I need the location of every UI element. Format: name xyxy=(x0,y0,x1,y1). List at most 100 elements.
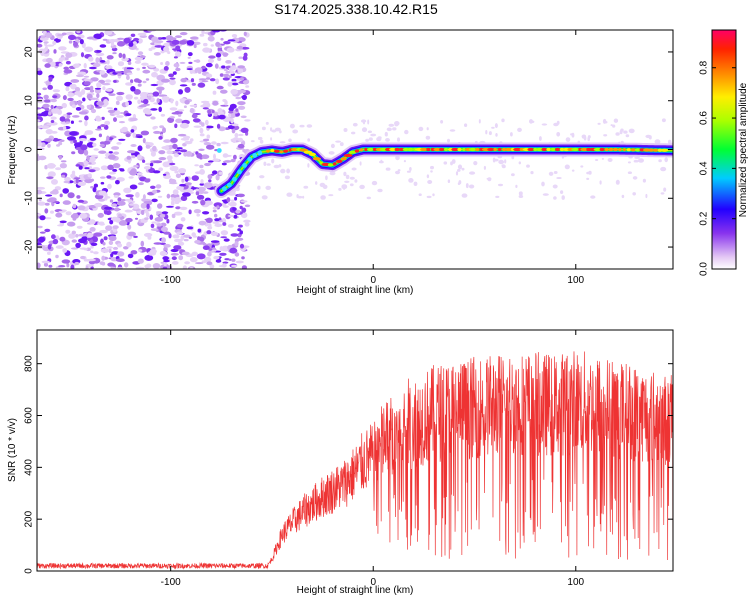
noise-speckle xyxy=(77,205,86,211)
noise-speckle xyxy=(210,44,214,47)
chart-title: S174.2025.338.10.42.R15 xyxy=(274,1,438,17)
ridge-peak-mark xyxy=(312,157,321,161)
noise-speckle xyxy=(184,182,192,186)
ridge-peak-mark xyxy=(541,147,547,152)
noise-speckle xyxy=(78,238,87,244)
noise-speckle xyxy=(65,121,71,124)
ridge-peak-mark xyxy=(266,149,270,153)
noise-speckle xyxy=(112,163,121,169)
noise-speckle xyxy=(150,223,155,228)
noise-speckle xyxy=(306,124,313,128)
noise-speckle xyxy=(404,129,409,135)
noise-speckle xyxy=(189,138,194,142)
noise-speckle xyxy=(219,252,227,256)
noise-speckle xyxy=(230,65,237,71)
noise-speckle xyxy=(234,252,240,257)
colorbar-tick-label: 0.4 xyxy=(699,161,710,175)
noise-speckle xyxy=(359,184,365,190)
noise-speckle xyxy=(222,205,229,208)
noise-speckle xyxy=(162,161,171,168)
noise-speckle xyxy=(207,174,213,180)
noise-speckle xyxy=(307,163,310,168)
noise-speckle xyxy=(190,78,195,83)
noise-speckle xyxy=(89,137,97,141)
noise-speckle xyxy=(106,175,112,179)
noise-speckle xyxy=(240,200,248,203)
noise-speckle xyxy=(130,79,134,84)
noise-speckle xyxy=(105,88,113,92)
bottom-y-tick-label: 800 xyxy=(24,355,35,372)
noise-speckle xyxy=(160,113,166,117)
noise-speckle xyxy=(142,194,146,200)
noise-speckle xyxy=(125,133,131,138)
noise-speckle xyxy=(180,195,188,201)
noise-speckle xyxy=(222,52,228,57)
noise-speckle xyxy=(219,246,224,252)
noise-speckle xyxy=(213,111,218,117)
noise-speckle xyxy=(170,116,175,119)
noise-speckle xyxy=(168,182,178,185)
noise-speckle xyxy=(168,233,172,239)
noise-speckle xyxy=(37,107,42,110)
noise-speckle xyxy=(189,107,195,114)
noise-speckle xyxy=(178,89,183,95)
noise-speckle xyxy=(198,78,207,81)
noise-speckle xyxy=(162,256,169,261)
noise-speckle xyxy=(200,199,206,206)
bottom-axis-ticks: -100 0 100 0 200 400 600 800 xyxy=(24,330,673,588)
ridge-peak-mark xyxy=(348,150,357,154)
noise-speckle xyxy=(199,33,205,37)
noise-speckle xyxy=(178,255,184,261)
noise-speckle xyxy=(151,198,158,203)
noise-speckle xyxy=(231,258,236,262)
noise-speckle xyxy=(55,245,64,249)
noise-speckle xyxy=(244,222,250,227)
noise-speckle xyxy=(485,130,488,135)
noise-speckle xyxy=(208,179,212,183)
noise-speckle xyxy=(663,187,667,192)
noise-speckle xyxy=(587,136,590,142)
noise-speckle xyxy=(216,123,221,129)
noise-speckle xyxy=(101,255,106,261)
noise-speckle xyxy=(37,43,43,48)
noise-speckle xyxy=(89,89,95,93)
noise-speckle xyxy=(198,148,205,151)
noise-speckle xyxy=(161,96,170,101)
noise-speckle xyxy=(99,70,106,75)
noise-speckle xyxy=(504,159,507,164)
ridge-peak-mark xyxy=(550,147,557,152)
noise-speckle xyxy=(41,260,50,264)
noise-speckle xyxy=(65,86,70,92)
noise-speckle xyxy=(289,123,295,129)
noise-speckle xyxy=(39,231,46,234)
noise-speckle xyxy=(227,125,235,130)
ridge-peak-mark xyxy=(504,147,513,152)
noise-speckle xyxy=(235,96,242,100)
noise-speckle xyxy=(85,265,89,269)
noise-speckle xyxy=(159,250,168,257)
ridge-peak-mark xyxy=(340,157,347,161)
noise-speckle xyxy=(121,57,129,62)
ridge-peak-mark xyxy=(303,150,313,154)
ridge-peak-mark xyxy=(578,147,582,152)
noise-speckle xyxy=(88,162,92,165)
noise-speckle xyxy=(89,85,94,91)
noise-speckle xyxy=(142,80,147,84)
noise-speckle xyxy=(430,170,433,173)
noise-speckle xyxy=(147,251,157,256)
bottom-y-tick-label: 200 xyxy=(24,510,35,527)
noise-speckle xyxy=(136,172,143,176)
noise-speckle xyxy=(457,164,463,170)
noise-speckle xyxy=(147,235,152,240)
noise-speckle xyxy=(179,31,188,36)
noise-speckle xyxy=(107,262,115,267)
ridge-peak-mark xyxy=(487,147,495,152)
noise-speckle xyxy=(90,186,94,189)
noise-speckle xyxy=(98,150,107,154)
noise-speckle xyxy=(67,97,74,102)
noise-speckle xyxy=(101,82,111,86)
noise-speckle xyxy=(63,66,69,71)
top-y-tick-label: 20 xyxy=(24,46,35,58)
noise-speckle xyxy=(231,82,239,86)
